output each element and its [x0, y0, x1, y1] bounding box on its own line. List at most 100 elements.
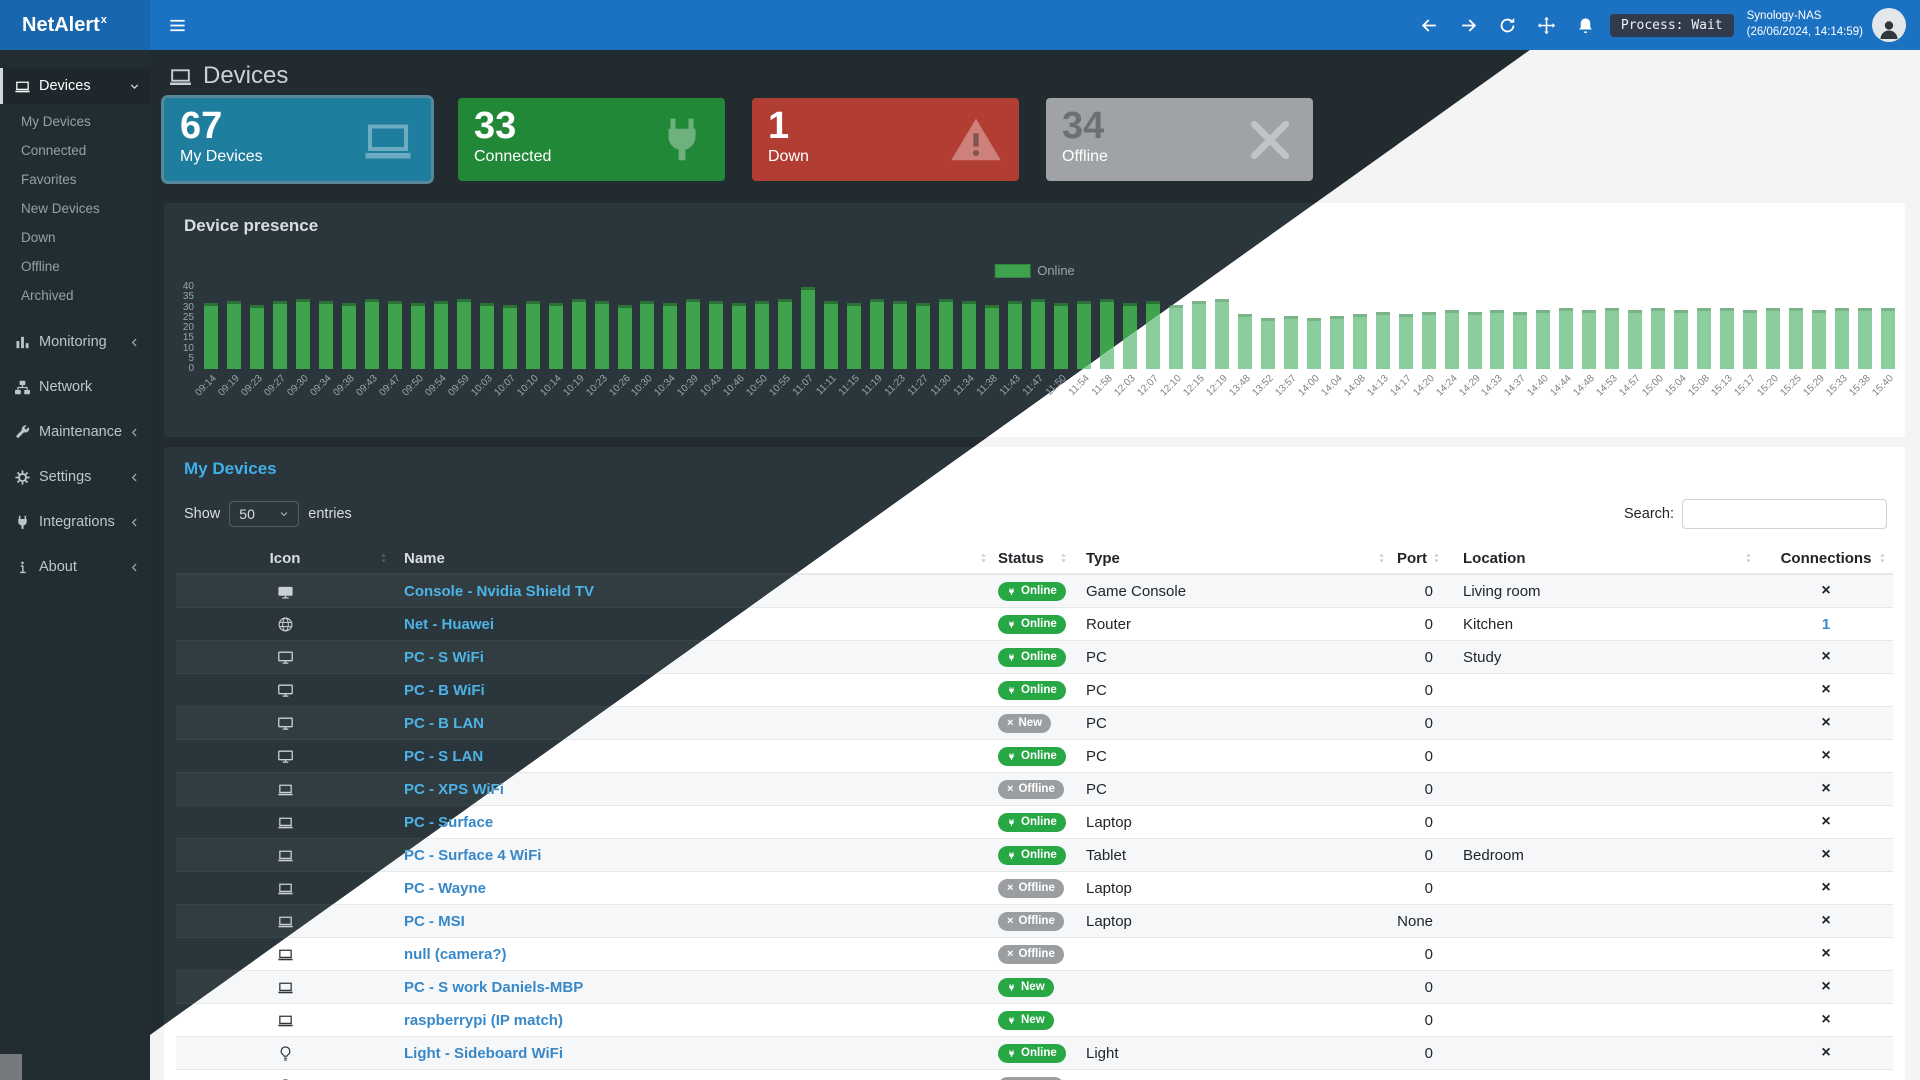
chart-legend[interactable]: Online [994, 263, 1075, 278]
presence-bar [204, 303, 218, 369]
device-name-link[interactable]: PC - S LAN [404, 747, 484, 765]
device-name-link[interactable]: raspberrypi (IP match) [404, 1011, 563, 1029]
delete-connection-icon[interactable]: × [1821, 846, 1831, 863]
presence-bar [1329, 315, 1344, 369]
delete-connection-icon[interactable]: × [1821, 747, 1831, 764]
sidebar-toggle-button[interactable] [162, 9, 192, 41]
refresh-button[interactable] [1493, 9, 1523, 41]
sort-icon [1376, 551, 1387, 565]
device-row: Light - Sideboard WiFi Online Light 0 × [176, 1037, 1893, 1070]
column-header-connections[interactable]: Connections [1759, 543, 1893, 573]
sidebar-subitem-favorites[interactable]: Favorites [21, 172, 77, 187]
column-header-type[interactable]: Type [1074, 543, 1392, 573]
sidebar-subitem-connected[interactable]: Connected [21, 143, 87, 158]
delete-connection-icon[interactable]: × [1821, 648, 1831, 665]
device-name-link[interactable]: Light - bedside B WiFi [404, 1078, 561, 1080]
sidebar-item-label: Monitoring [39, 334, 107, 350]
sort-icon [1058, 551, 1069, 565]
delete-connection-icon[interactable]: × [1821, 780, 1831, 797]
user-avatar[interactable] [1872, 8, 1906, 42]
device-port: 0 [1424, 648, 1433, 666]
delete-connection-icon[interactable]: × [1821, 582, 1831, 599]
device-name-link[interactable]: PC - B LAN [404, 714, 484, 732]
device-name-link[interactable]: Net - Huawei [404, 615, 495, 633]
delete-connection-icon[interactable]: × [1821, 912, 1831, 929]
device-name-link[interactable]: PC - Wayne [404, 879, 486, 897]
sidebar-item-integrations[interactable]: Integrations [0, 504, 150, 540]
sidebar-item-about[interactable]: About [0, 549, 150, 585]
column-header-label: Icon [269, 549, 301, 567]
column-header-port[interactable]: Port [1392, 543, 1447, 573]
delete-connection-icon[interactable]: × [1821, 1011, 1831, 1028]
presence-bar [1513, 311, 1528, 369]
delete-connection-icon[interactable]: × [1821, 1044, 1831, 1061]
device-name-link[interactable]: PC - S WiFi [404, 648, 484, 666]
delete-connection-icon[interactable]: × [1821, 1078, 1830, 1080]
delete-connection-icon[interactable]: × [1821, 879, 1831, 896]
move-button[interactable] [1532, 9, 1562, 41]
y-tick-label: 25 [182, 311, 194, 323]
device-name-link[interactable]: PC - S work Daniels-MBP [404, 978, 584, 996]
sidebar-item-settings[interactable]: Settings [0, 459, 150, 495]
column-header-icon[interactable]: Icon [176, 543, 394, 573]
presence-bar [847, 303, 862, 369]
sidebar-subitem-down[interactable]: Down [21, 230, 56, 245]
plug-icon [1007, 1016, 1016, 1025]
device-name-link[interactable]: null (camera?) [404, 945, 507, 963]
delete-connection-icon[interactable]: × [1821, 681, 1831, 698]
sidebar-item-network[interactable]: Network [0, 369, 150, 405]
device-name-link[interactable]: PC - Surface 4 WiFi [404, 846, 542, 864]
device-name-link[interactable]: PC - XPS WiFi [404, 780, 504, 798]
process-status-badge[interactable]: Process: Wait [1609, 13, 1734, 37]
sidebar-item-monitoring[interactable]: Monitoring [0, 324, 150, 360]
sidebar-subitem-offline[interactable]: Offline [21, 259, 60, 274]
connections-link[interactable]: 1 [1821, 615, 1831, 633]
delete-connection-icon[interactable]: × [1821, 978, 1831, 995]
sidebar-item-maintenance[interactable]: Maintenance [0, 414, 150, 450]
page-size-select[interactable]: 50 [229, 501, 300, 527]
plug-icon [1007, 620, 1016, 629]
sidebar-subitem-archived[interactable]: Archived [21, 288, 74, 303]
stat-card-label: My Devices [180, 147, 263, 165]
search-input[interactable] [1682, 499, 1887, 529]
sidebar-subitem-new-devices[interactable]: New Devices [21, 201, 100, 216]
sidebar-item-devices[interactable]: Devices [0, 68, 150, 104]
device-type: Router [1086, 615, 1132, 633]
delete-connection-icon[interactable]: × [1821, 945, 1831, 962]
device-location [1447, 740, 1759, 772]
device-name-link[interactable]: Console - Nvidia Shield TV [404, 582, 595, 600]
status-label: Offline [1018, 783, 1055, 795]
column-header-location[interactable]: Location [1447, 543, 1759, 573]
delete-connection-icon[interactable]: × [1821, 714, 1831, 731]
x-icon: × [1007, 881, 1014, 894]
device-type: PC [1086, 714, 1107, 732]
device-name-link[interactable]: Light - Sideboard WiFi [404, 1044, 564, 1062]
device-type [1074, 938, 1392, 970]
nav-back-button[interactable] [1415, 9, 1445, 41]
topbar-actions: Process: Wait Synology-NAS (26/06/2024, … [1415, 8, 1920, 42]
network-icon [14, 379, 31, 396]
presence-bar [1375, 311, 1390, 369]
device-name-link[interactable]: PC - B WiFi [404, 681, 485, 699]
notifications-button[interactable] [1571, 9, 1601, 41]
column-header-label: Status [998, 549, 1044, 567]
device-name-link[interactable]: PC - MSI [404, 912, 465, 930]
monitor-icon [277, 715, 294, 732]
status-label: Online [1021, 585, 1057, 597]
column-header-status[interactable]: Status [994, 543, 1074, 573]
sidebar-subitem-my-devices[interactable]: My Devices [21, 114, 91, 129]
status-badge: Online [998, 647, 1066, 667]
device-type: PC [1086, 780, 1107, 798]
app-logo-sup: x [100, 14, 107, 26]
presence-bar [1697, 307, 1712, 369]
delete-connection-icon[interactable]: × [1821, 813, 1831, 830]
plug-icon [1007, 983, 1016, 992]
nav-forward-button[interactable] [1454, 9, 1484, 41]
presence-bar [870, 299, 885, 369]
